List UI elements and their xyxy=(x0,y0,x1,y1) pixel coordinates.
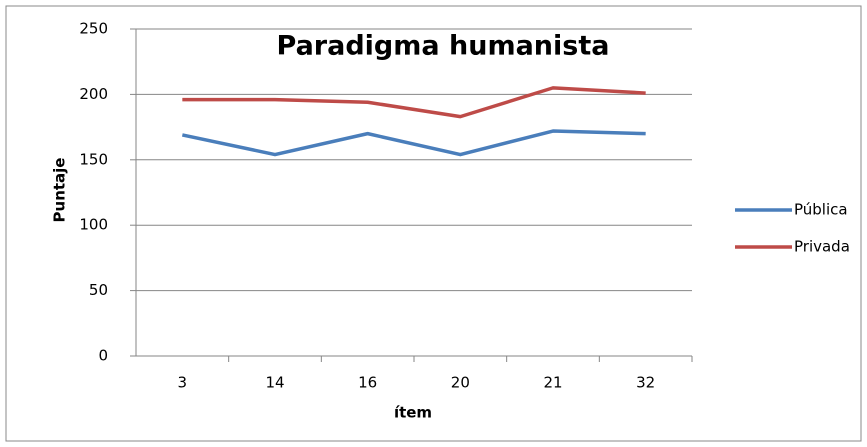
series-line xyxy=(181,129,646,157)
y-tick-label: 0 xyxy=(98,347,108,365)
x-tick-label: 32 xyxy=(636,374,655,392)
y-tick-label: 100 xyxy=(79,216,108,234)
x-tick-label: 3 xyxy=(178,374,188,392)
x-tick-label: 20 xyxy=(451,374,470,392)
series-line xyxy=(182,86,646,119)
chart-border xyxy=(5,5,862,442)
y-tick-label: 200 xyxy=(79,85,108,103)
y-tick-label: 150 xyxy=(79,150,108,168)
y-tick-label: 50 xyxy=(89,281,108,299)
x-tick-label: 14 xyxy=(265,374,284,392)
x-tick-label: 21 xyxy=(543,374,562,392)
chart-title: Paradigma humanista xyxy=(277,31,610,62)
legend-label: Privada xyxy=(794,238,850,256)
legend-label: Pública xyxy=(794,201,848,219)
y-tick-label: 250 xyxy=(79,20,108,38)
x-axis-label: ítem xyxy=(394,404,432,422)
y-axis-label: Puntaje xyxy=(51,158,69,223)
x-tick-label: 16 xyxy=(358,374,377,392)
